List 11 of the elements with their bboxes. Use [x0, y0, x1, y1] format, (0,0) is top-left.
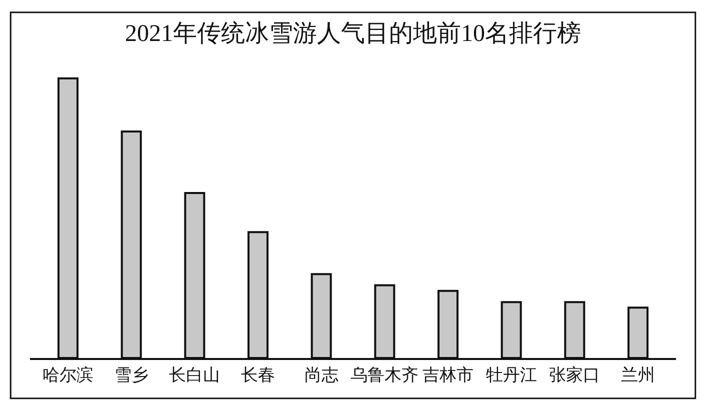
x-tick-label: 张家口: [549, 365, 600, 384]
x-tick-label: 兰州: [621, 365, 655, 384]
x-tick-label: 牡丹江: [486, 365, 537, 384]
chart-title: 2021年传统冰雪游人气目的地前10名排行榜: [125, 20, 581, 47]
x-tick-label: 长春: [241, 365, 275, 384]
x-tick-label: 吉林市: [422, 365, 474, 384]
x-tick-label: 雪乡: [114, 365, 148, 384]
x-tick-label: 长白山: [169, 365, 220, 384]
x-tick-label: 哈尔滨: [42, 365, 94, 384]
x-tick-label: 尚志: [304, 365, 338, 384]
x-tick-label: 乌鲁木齐: [350, 365, 419, 384]
